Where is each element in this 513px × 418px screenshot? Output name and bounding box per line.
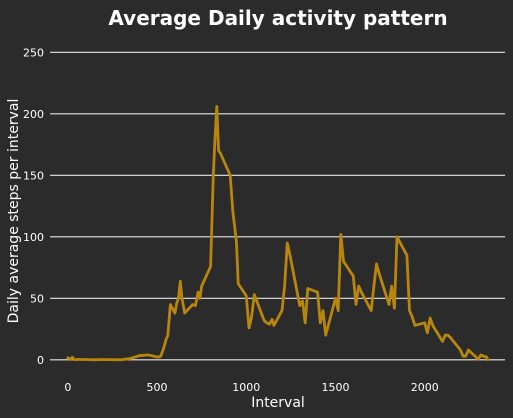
- x-tick-label: 2000: [411, 381, 439, 394]
- y-axis-label: Daily average steps per interval: [6, 99, 22, 324]
- x-tick-label: 1000: [232, 381, 260, 394]
- gridlines: [50, 51, 505, 361]
- x-axis-ticks: 0 500 1000 1500 2000: [64, 381, 438, 394]
- x-tick-label: 500: [147, 381, 168, 394]
- y-tick-label: 150: [23, 169, 44, 182]
- y-tick-label: 50: [30, 292, 44, 305]
- series-layer: [66, 105, 490, 362]
- y-tick-label: 0: [37, 354, 44, 367]
- x-tick-label: 1500: [321, 381, 349, 394]
- y-tick-label: 100: [23, 231, 44, 244]
- series-line-0: [66, 105, 490, 362]
- x-axis-label: Interval: [251, 395, 305, 411]
- y-axis-ticks: 0 50 100 150 200 250: [23, 46, 44, 367]
- chart-title: Average Daily activity pattern: [108, 6, 447, 30]
- y-tick-label: 250: [23, 46, 44, 59]
- x-tick-label: 0: [64, 381, 71, 394]
- y-tick-label: 200: [23, 108, 44, 121]
